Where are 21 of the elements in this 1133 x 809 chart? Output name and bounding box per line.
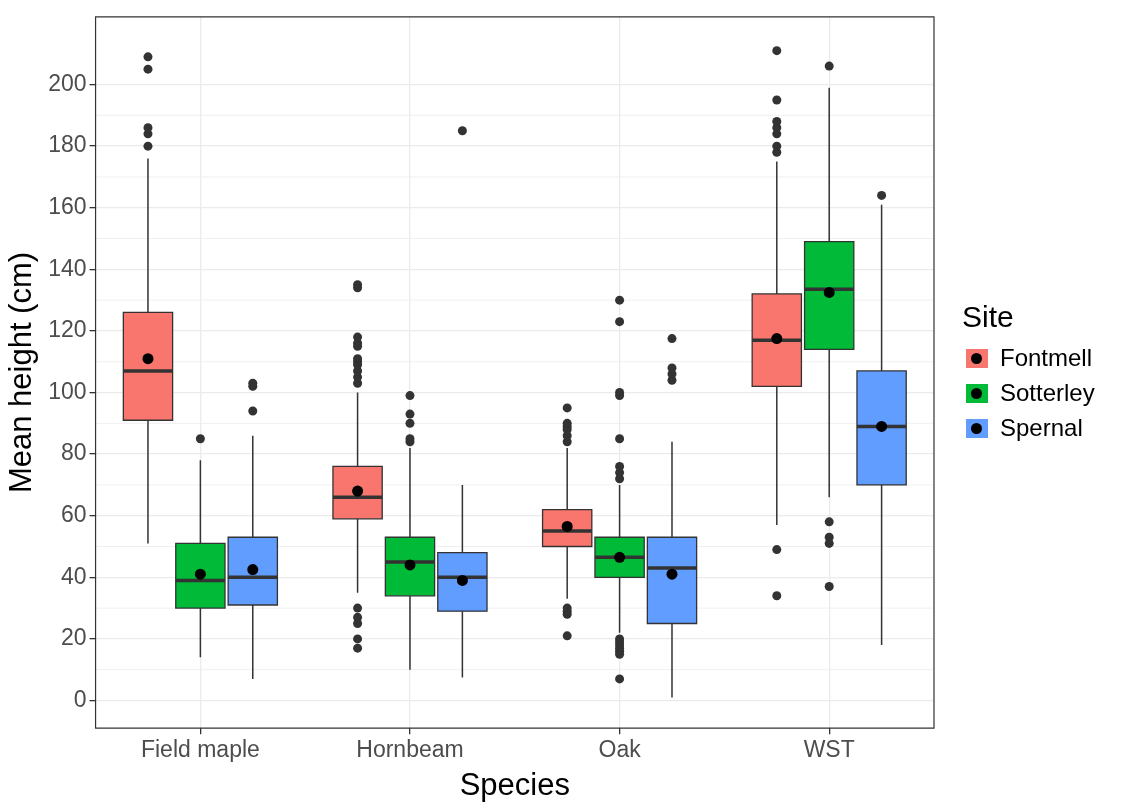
y-tick-label: 100 xyxy=(48,377,87,404)
y-tick-label: 160 xyxy=(48,193,87,220)
y-tick-label: 180 xyxy=(48,131,87,158)
legend-label: Sotterley xyxy=(1000,378,1095,407)
y-tick-label: 120 xyxy=(48,316,87,343)
x-tick-label: WST xyxy=(803,736,855,763)
legend-title: Site xyxy=(962,300,1015,334)
y-tick-label: 140 xyxy=(48,254,87,281)
y-tick-label: 80 xyxy=(60,439,87,466)
x-tick-label: Hornbeam xyxy=(356,736,464,763)
y-tick-label: 20 xyxy=(60,624,87,651)
x-axis-title: Species xyxy=(459,766,570,802)
x-tick-label: Field maple xyxy=(140,736,260,763)
legend-label: Spernal xyxy=(1000,413,1083,442)
y-tick-label: 40 xyxy=(60,562,87,589)
y-tick-label: 0 xyxy=(73,685,87,712)
y-tick-label: 60 xyxy=(60,501,87,528)
y-tick-label: 200 xyxy=(48,69,87,96)
legend-label: Fontmell xyxy=(1000,343,1093,372)
y-axis-title: Mean height (cm) xyxy=(3,251,39,494)
x-tick-label: Oak xyxy=(598,736,642,763)
